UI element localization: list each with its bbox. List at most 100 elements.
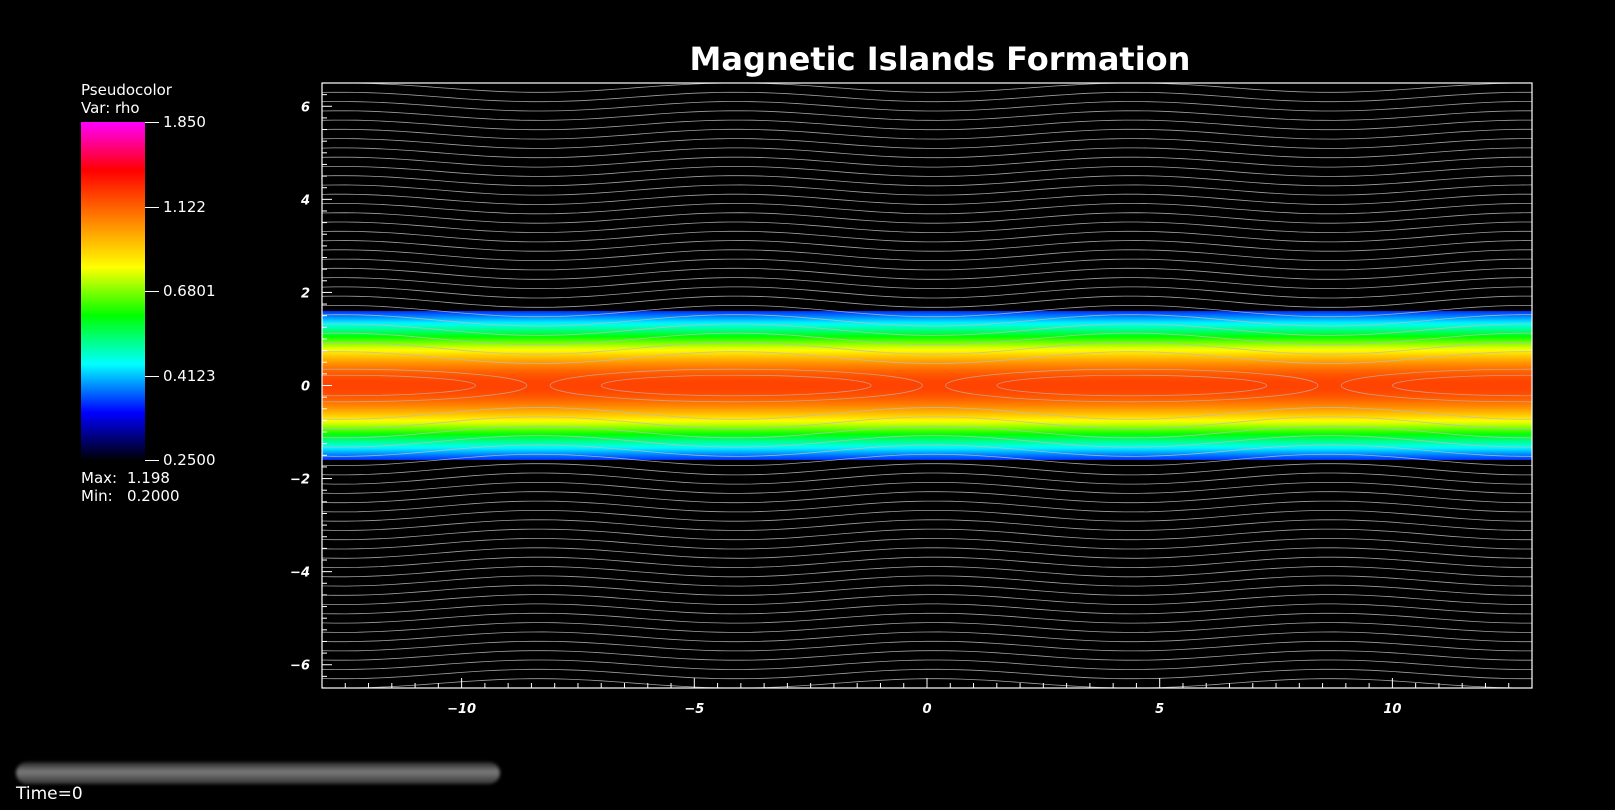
field-line — [322, 510, 1532, 522]
y-tick-label: −4 — [290, 566, 310, 581]
magnetic-island — [549, 368, 923, 403]
x-tick-label: −10 — [447, 702, 476, 717]
y-tick-label: 4 — [300, 193, 310, 208]
field-line — [322, 286, 1532, 299]
field-line — [322, 631, 1532, 643]
colorbar-tick-label: 0.2500 — [163, 451, 216, 469]
field-line — [322, 332, 1532, 346]
field-line — [322, 416, 1532, 429]
field-line — [322, 184, 1532, 196]
y-tick-label: −6 — [290, 659, 310, 674]
field-line — [276, 64, 1579, 73]
field-line — [322, 453, 1532, 466]
field-line — [322, 101, 1532, 112]
density-band — [322, 311, 1532, 460]
field-line — [322, 575, 1532, 587]
field-line — [322, 83, 1532, 93]
magnetic-island — [1340, 368, 1532, 403]
field-line — [322, 138, 1532, 149]
field-line — [322, 566, 1532, 578]
field-line — [322, 240, 1532, 252]
field-line — [322, 640, 1532, 652]
x-tick-label: 0 — [922, 702, 931, 717]
field-line — [322, 267, 1532, 280]
max-value: 1.198 — [127, 469, 170, 487]
x-tick-label: 5 — [1155, 702, 1164, 717]
colorbar-tick-label: 0.6801 — [163, 282, 216, 300]
field-line — [322, 110, 1532, 121]
field-line — [322, 212, 1532, 224]
field-line — [322, 444, 1532, 457]
field-line — [322, 119, 1532, 131]
magnetic-island — [322, 374, 476, 397]
x-tick-label: 10 — [1383, 702, 1401, 717]
field-line-contours — [276, 55, 1579, 688]
field-line — [322, 556, 1532, 568]
density-field — [322, 311, 1532, 460]
field-line — [322, 305, 1532, 318]
field-line — [322, 407, 1532, 420]
time-label: Time=0 — [16, 784, 83, 804]
field-line — [322, 528, 1532, 541]
field-line — [512, 687, 1354, 688]
magnetic-island — [1392, 374, 1532, 397]
field-line — [322, 612, 1532, 624]
field-line — [322, 463, 1532, 476]
field-line — [322, 482, 1532, 494]
field-line — [322, 175, 1532, 187]
field-line — [322, 314, 1532, 327]
field-line — [322, 295, 1532, 308]
field-line — [322, 128, 1532, 140]
field-line — [322, 538, 1532, 550]
y-tick-label: 2 — [301, 286, 310, 301]
x-tick-label: −5 — [684, 702, 704, 717]
axes: −6 −4 −2 0 2 4 6 −10 −5 0 5 10 — [290, 82, 1533, 717]
field-line — [322, 603, 1532, 615]
time-slider[interactable] — [16, 762, 500, 784]
max-label: Max: — [81, 469, 118, 487]
field-line — [276, 55, 1579, 64]
y-tick-label: 0 — [301, 380, 310, 395]
field-line — [322, 650, 1532, 661]
field-line — [322, 500, 1532, 513]
field-line — [322, 342, 1532, 355]
field-line — [322, 622, 1532, 633]
min-value: 0.2000 — [127, 487, 180, 505]
field-line — [322, 323, 1532, 336]
colorbar-tick — [145, 460, 159, 461]
field-line — [322, 203, 1532, 215]
colorbar-tick — [145, 291, 159, 292]
field-line — [322, 249, 1532, 261]
min-label: Min: — [81, 487, 113, 505]
legend-title: Pseudocolor — [81, 81, 172, 99]
field-line — [322, 668, 1532, 680]
magnetic-island — [600, 374, 872, 397]
field-line — [322, 258, 1532, 271]
field-line — [322, 491, 1532, 504]
colorbar-tick — [145, 122, 159, 123]
field-line — [322, 193, 1532, 205]
field-line — [512, 83, 1354, 84]
colorbar-legend-header: Pseudocolor Var: rho — [81, 81, 172, 117]
field-line — [322, 91, 1532, 103]
field-line — [322, 659, 1532, 670]
colorbar — [81, 122, 145, 461]
colorbar-tick-label: 0.4123 — [163, 367, 216, 385]
field-line — [322, 472, 1532, 485]
field-line — [322, 425, 1532, 439]
field-line — [322, 584, 1532, 596]
field-line — [322, 221, 1532, 233]
colorbar-tick-label: 1.122 — [163, 198, 206, 216]
legend-variable: Var: rho — [81, 99, 140, 117]
field-line — [322, 166, 1532, 177]
legend-stats: Max: 1.198 Min: 0.2000 — [81, 469, 180, 505]
field-line — [322, 519, 1532, 531]
y-tick-label: 6 — [301, 100, 310, 115]
colorbar-tick — [145, 207, 159, 208]
field-line — [322, 277, 1532, 289]
field-line — [322, 594, 1532, 605]
field-line — [322, 156, 1532, 168]
chart-title: Magnetic Islands Formation — [689, 40, 1191, 78]
field-line — [322, 547, 1532, 559]
